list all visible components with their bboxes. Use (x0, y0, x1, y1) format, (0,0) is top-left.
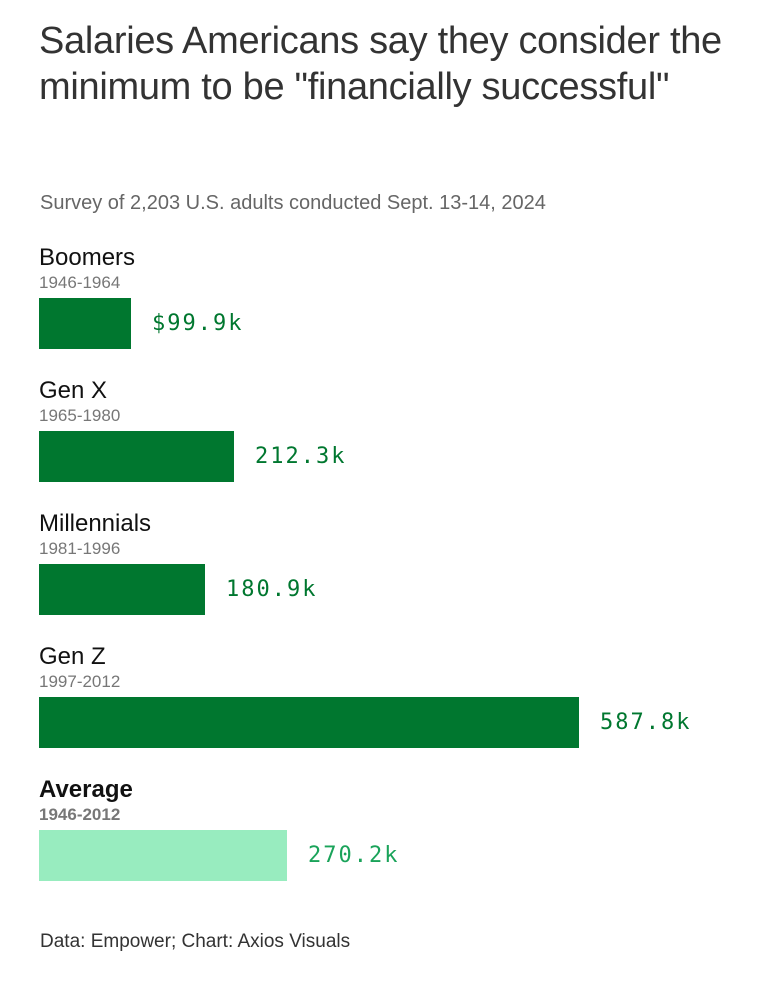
data-label: 587.8k (600, 710, 692, 735)
category-label: Average (39, 776, 133, 803)
chart-source: Data: Empower; Chart: Axios Visuals (40, 931, 351, 952)
data-label: $99.9k (152, 311, 244, 336)
category-years: 1946-2012 (39, 805, 121, 824)
bar-group: Gen X 1965-1980 212.3k (0, 376, 763, 486)
bar (39, 298, 131, 349)
category-years: 1965-1980 (39, 406, 121, 425)
bar (39, 564, 205, 615)
data-label: 212.3k (255, 444, 347, 469)
bar (39, 697, 579, 748)
category-label: Boomers (39, 244, 136, 271)
bar-group-average: Average 1946-2012 270.2k (0, 775, 763, 885)
category-label: Gen X (39, 377, 108, 404)
bar-group: Millennials 1981-1996 180.9k (0, 509, 763, 619)
bar-group: Gen Z 1997-2012 587.8k (0, 642, 763, 752)
chart-subtitle: Survey of 2,203 U.S. adults conducted Se… (40, 192, 546, 214)
bar-average (39, 830, 287, 881)
category-label: Gen Z (39, 643, 106, 670)
bar-group: Boomers 1946-1964 $99.9k (0, 243, 763, 353)
category-years: 1981-1996 (39, 539, 121, 558)
category-years: 1946-1964 (39, 273, 121, 292)
data-label: 180.9k (226, 577, 318, 602)
data-label: 270.2k (308, 843, 400, 868)
bar (39, 431, 234, 482)
category-years: 1997-2012 (39, 672, 121, 691)
category-label: Millennials (39, 510, 152, 537)
chart-title: Salaries Americans say they consider the… (39, 20, 722, 108)
